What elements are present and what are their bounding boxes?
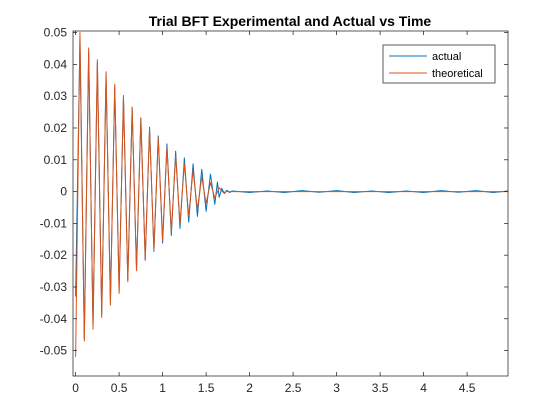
y-tick-label: -0.05: [40, 344, 68, 358]
y-tick-label: 0.01: [44, 153, 68, 167]
plot-background: [73, 31, 508, 376]
x-tick-label: 1: [159, 381, 166, 395]
y-tick-label: 0.03: [44, 89, 68, 103]
x-tick-label: 2: [246, 381, 253, 395]
plot-area: [73, 31, 508, 376]
legend: actual theoretical: [382, 44, 496, 84]
y-tick-label: -0.03: [40, 280, 68, 294]
axes: 0 0.5 1 1.5 2 2.5 3 3.5 4 4.5 -0.05 -0.04 -0.03 -0.02…: [40, 26, 509, 395]
legend-label-theoretical: theoretical: [432, 68, 483, 80]
x-tick-label: 3: [333, 381, 340, 395]
y-tick-label: 0.05: [44, 26, 68, 40]
y-tick-label: -0.02: [40, 248, 68, 262]
y-tick-label: 0.04: [44, 57, 68, 71]
x-tick-label: 4.5: [459, 381, 476, 395]
axes-box: [72, 30, 509, 377]
y-tick-label: 0.02: [44, 121, 68, 135]
x-tick-label: 3.5: [372, 381, 389, 395]
y-tick-label: -0.01: [40, 216, 68, 230]
y-tick-label: 0: [60, 185, 67, 199]
y-tick-label: -0.04: [40, 312, 68, 326]
series-group: [75, 32, 508, 357]
x-tick-label: 1.5: [198, 381, 215, 395]
x-tick-label: 0.5: [111, 381, 128, 395]
series-line-theoretical: [75, 32, 508, 357]
legend-label-actual: actual: [432, 51, 461, 63]
legend-box: [382, 44, 496, 84]
chart-title: Trial BFT Experimental and Actual vs Tim…: [149, 13, 432, 29]
x-tick-label: 0: [72, 381, 79, 395]
x-tick-label: 4: [420, 381, 427, 395]
x-tick-label: 2.5: [285, 381, 302, 395]
